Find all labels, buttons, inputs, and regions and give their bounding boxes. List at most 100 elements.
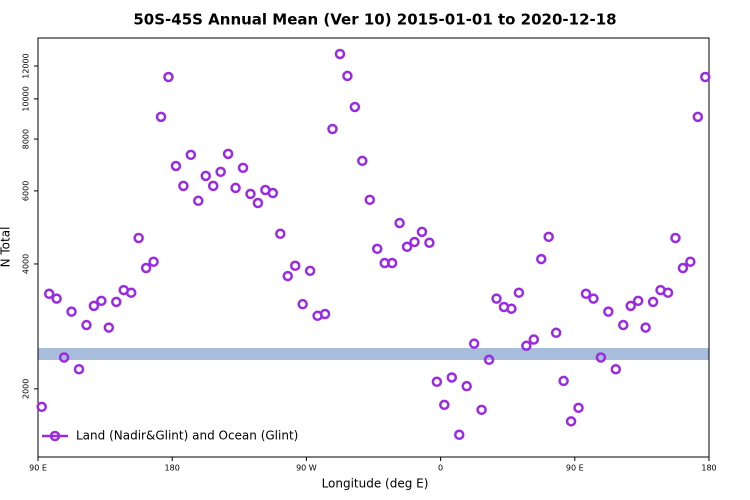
- point: [565, 416, 577, 427]
- point: [319, 308, 331, 320]
- point: [304, 265, 316, 277]
- x-tick-label: 90 E: [566, 464, 584, 473]
- point: [282, 270, 294, 282]
- ocean-band: [38, 348, 709, 360]
- plot-frame: [37, 37, 710, 458]
- point: [43, 288, 55, 300]
- point: [416, 226, 428, 238]
- point: [662, 287, 674, 298]
- point: [371, 243, 383, 255]
- point: [446, 372, 458, 383]
- point: [453, 429, 465, 441]
- point: [394, 217, 405, 229]
- point: [461, 380, 472, 392]
- point: [222, 148, 234, 160]
- point: [386, 257, 398, 269]
- y-axis-label: N Total: [0, 227, 13, 268]
- point: [618, 319, 629, 331]
- point: [439, 399, 450, 411]
- point: [424, 237, 435, 248]
- point: [275, 228, 286, 240]
- x-tick-label: 90 W: [296, 464, 317, 473]
- point: [536, 253, 547, 265]
- point: [237, 162, 249, 174]
- point: [364, 194, 376, 206]
- point: [625, 300, 636, 312]
- point: [632, 295, 644, 307]
- point: [521, 340, 532, 352]
- point: [349, 101, 361, 113]
- point: [81, 319, 92, 331]
- point: [409, 236, 420, 248]
- point: [178, 180, 189, 192]
- point: [506, 303, 517, 314]
- point: [573, 402, 584, 414]
- point: [58, 352, 70, 363]
- y-tick-label: 10000: [22, 86, 31, 111]
- point: [207, 180, 219, 192]
- y-tick-label: 2000: [22, 379, 31, 399]
- point: [111, 296, 122, 308]
- point: [342, 70, 353, 82]
- y-tick-label: 8000: [22, 129, 31, 149]
- point: [289, 260, 301, 272]
- point: [51, 293, 62, 304]
- point: [558, 375, 569, 387]
- point: [193, 195, 204, 207]
- point: [700, 71, 711, 83]
- legend-label: Land (Nadir&Glint) and Ocean (Glint): [76, 429, 298, 443]
- point: [267, 187, 279, 199]
- point: [588, 293, 599, 304]
- point: [692, 111, 704, 123]
- x-axis-label: Longitude (deg E): [322, 477, 429, 491]
- chart-title: 50S-45S Annual Mean (Ver 10) 2015-01-01 …: [133, 11, 616, 29]
- point: [513, 287, 525, 298]
- point: [297, 298, 308, 310]
- point: [163, 71, 174, 83]
- point: [215, 166, 226, 178]
- x-tick-label: 90 E: [29, 464, 47, 473]
- point: [677, 262, 689, 274]
- point: [401, 241, 413, 253]
- y-tick-label: 6000: [22, 181, 31, 201]
- point: [491, 293, 502, 304]
- legend-marker: [49, 430, 61, 442]
- x-tick-label: 0: [438, 464, 443, 473]
- point: [685, 256, 696, 267]
- point: [88, 300, 100, 312]
- point: [73, 363, 85, 375]
- point: [327, 123, 338, 135]
- point: [252, 197, 264, 209]
- point: [230, 182, 241, 194]
- point: [468, 338, 480, 349]
- point: [148, 256, 159, 267]
- point: [670, 232, 681, 244]
- point: [36, 401, 47, 413]
- point: [200, 170, 211, 182]
- point: [550, 327, 562, 339]
- point: [483, 354, 495, 366]
- point: [603, 306, 614, 317]
- point: [103, 322, 115, 333]
- point: [170, 160, 182, 172]
- point: [125, 287, 137, 298]
- point: [66, 306, 77, 317]
- y-tick-label: 12000: [22, 53, 31, 78]
- point: [543, 231, 554, 243]
- point: [595, 352, 607, 363]
- y-tick-label: 4000: [22, 254, 31, 274]
- point: [185, 149, 197, 161]
- point: [140, 262, 152, 274]
- point: [647, 296, 659, 308]
- point: [334, 48, 346, 60]
- point: [610, 363, 622, 375]
- point: [476, 404, 487, 416]
- x-tick-label: 180: [701, 464, 716, 473]
- point: [357, 155, 368, 167]
- point: [528, 334, 540, 345]
- point: [133, 232, 144, 244]
- point: [640, 322, 651, 333]
- point: [96, 295, 107, 307]
- point: [431, 376, 443, 388]
